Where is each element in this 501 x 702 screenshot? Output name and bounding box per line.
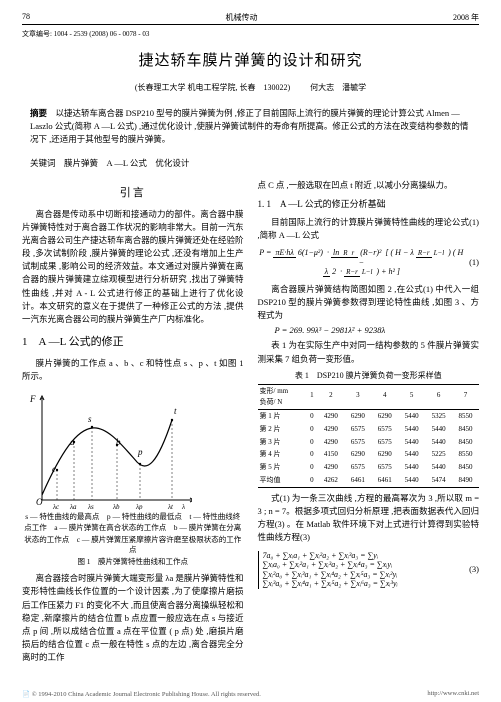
formula-3: 7a₀ + ∑xᵢa₁ + ∑xᵢ²a₂ + ∑xᵢ³a₃ = ∑yᵢ∑xᵢa₀…: [258, 549, 480, 591]
intro-heading: 引言: [22, 185, 244, 202]
svg-text:F: F: [29, 394, 36, 404]
intro-para-1: 离合器是传动系中切断和接通动力的部件。离合器中膜片弹簧特性对于离合器工作状况的影…: [22, 208, 244, 327]
section-1-para-2: 离合器接合时膜片弹簧大端变形量 λa 是膜片弹簧特性和变形特性曲线长作位置的一个…: [22, 572, 244, 664]
fig1-caption-4: 图 1 膜片弹簧特性曲线和工作点: [22, 557, 244, 567]
section-1-para-1: 膜片弹簧的工作点 a 、b 、c 和特性点 s 、p 、t 如图 1 所示。: [22, 357, 244, 383]
col2-para-1: 点 C 点 ,一般选取在凹点 t 附近 ,以减小分离操纵力。: [258, 179, 480, 192]
page-footer: 📄 © 1994-2010 China Academic Journal Ele…: [22, 690, 479, 698]
svg-text:λb: λb: [112, 503, 120, 510]
table-1-caption: 表 1 DSP210 膜片弹簧负荷一变形采样值: [258, 370, 480, 382]
left-column: 引言 离合器是传动系中切断和接通动力的部件。离合器中膜片弹簧特性对于离合器工作状…: [22, 179, 244, 667]
svg-text:t: t: [174, 406, 177, 416]
subsection-1-1-para-4: 式(1) 为一条三次曲线 ,方程的最高幂次为 3 ,所以取 m = 3 ; n …: [258, 492, 480, 545]
affiliation: (长春理工大学 机电工程学院, 长春 130022): [135, 83, 290, 92]
formula-3-tag: (3): [465, 563, 479, 576]
formula-1-tag: (1): [465, 256, 479, 269]
figure-1: F Os p t a b c λc λa λs λb λp λtλ s — 特性曲线的最高点 p — 特…: [22, 390, 244, 567]
subsection-1-1-para-3: 表 1 为在实际生产中对同一结构参数的 5 件膜片弹簧实测采集 7 组负荷一变形…: [258, 339, 480, 365]
svg-text:λs: λs: [87, 503, 94, 510]
footer-left: © 1994-2010 China Academic Journal Elect…: [32, 691, 261, 698]
page-header: 78 机械传动 2008 年: [22, 12, 479, 25]
formula-3-body: 7a₀ + ∑xᵢa₁ + ∑xᵢ²a₂ + ∑xᵢ³a₃ = ∑yᵢ∑xᵢa₀…: [258, 551, 466, 589]
journal-name: 机械传动: [226, 12, 258, 23]
author-names: 何大志 潘毓学: [310, 83, 366, 92]
section-1-heading: 1 A —L 公式的修正: [22, 334, 244, 351]
svg-text:O: O: [36, 497, 43, 507]
article-id: 文章编号: 1004 - 2539 (2008) 06 - 0078 - 03: [22, 29, 479, 39]
footer-right: http://www.cnki.net: [427, 690, 479, 698]
fig1-caption-3: 状态的工作点 c — 膜片弹簧压紧摩擦片容许磨至极限状态的工作点: [22, 535, 244, 555]
abstract: 摘要 以捷达轿车离合器 DSP210 型号的膜片弹簧为例 ,修正了目前国际上流行…: [30, 107, 471, 147]
formula-1-body: P = πE·hλ6(1−μ²) · ln Rr(R−r)² [ ( H − λ…: [258, 248, 466, 277]
page-number: 78: [22, 12, 30, 23]
characteristic-curve-chart: F Os p t a b c λc λa λs λb λp λtλ: [22, 390, 192, 510]
svg-text:b: b: [116, 437, 121, 447]
svg-text:λp: λp: [135, 503, 143, 510]
fig1-caption-1: s — 特性曲线的最高点 p — 特性曲线的最低点 t — 特性曲线终: [22, 512, 244, 522]
subsection-1-1-heading: 1. 1 A —L 公式的修正分析基础: [258, 198, 480, 212]
keywords-label: 关键词: [30, 158, 56, 168]
pdf-icon: 📄: [22, 691, 30, 698]
fig1-caption-2: 点工作 a — 膜片弹簧在高合状态的工作点 b — 膜片弹簧在分离: [22, 523, 244, 533]
subsection-1-1-para-1: 目前国际上流行的计算膜片弹簧特性曲线的理论公式(1) ,简称 A —L 公式: [258, 216, 480, 242]
formula-p: P = 269. 99λ³ − 2981λ² + 9238λ: [258, 324, 480, 337]
page-title: 捷达轿车膜片弹簧的设计和研究: [22, 49, 479, 70]
authors-line: (长春理工大学 机电工程学院, 长春 130022) 何大志 潘毓学: [22, 82, 479, 93]
svg-text:s: s: [88, 414, 92, 424]
subsection-1-1-para-2: 离合器膜片弹簧结构简图如图 2 ,在公式(1) 中代入一组 DSP210 型的膜…: [258, 283, 480, 323]
right-column: 点 C 点 ,一般选取在凹点 t 附近 ,以减小分离操纵力。 1. 1 A —L…: [258, 179, 480, 667]
keywords-text: 膜片弹簧 A —L 公式 优化设计: [64, 158, 189, 168]
svg-text:p: p: [137, 447, 143, 457]
svg-text:c: c: [52, 464, 56, 474]
year: 2008 年: [453, 12, 479, 23]
keywords: 关键词 膜片弹簧 A —L 公式 优化设计: [30, 157, 471, 169]
abstract-label: 摘要: [30, 108, 47, 118]
abstract-text: 以捷达轿车离合器 DSP210 型号的膜片弹簧为例 ,修正了目前国际上流行的膜片…: [30, 108, 468, 144]
svg-text:λ: λ: [181, 503, 185, 510]
svg-text:λt: λt: [167, 503, 174, 510]
svg-text:λa: λa: [69, 503, 77, 510]
formula-1: P = πE·hλ6(1−μ²) · ln Rr(R−r)² [ ( H − λ…: [258, 246, 480, 279]
svg-text:λc: λc: [52, 503, 60, 510]
svg-text:a: a: [70, 437, 75, 447]
table-1: 变形/ mm负荷/ N1234567第 1 片04290629062905440…: [258, 384, 480, 488]
